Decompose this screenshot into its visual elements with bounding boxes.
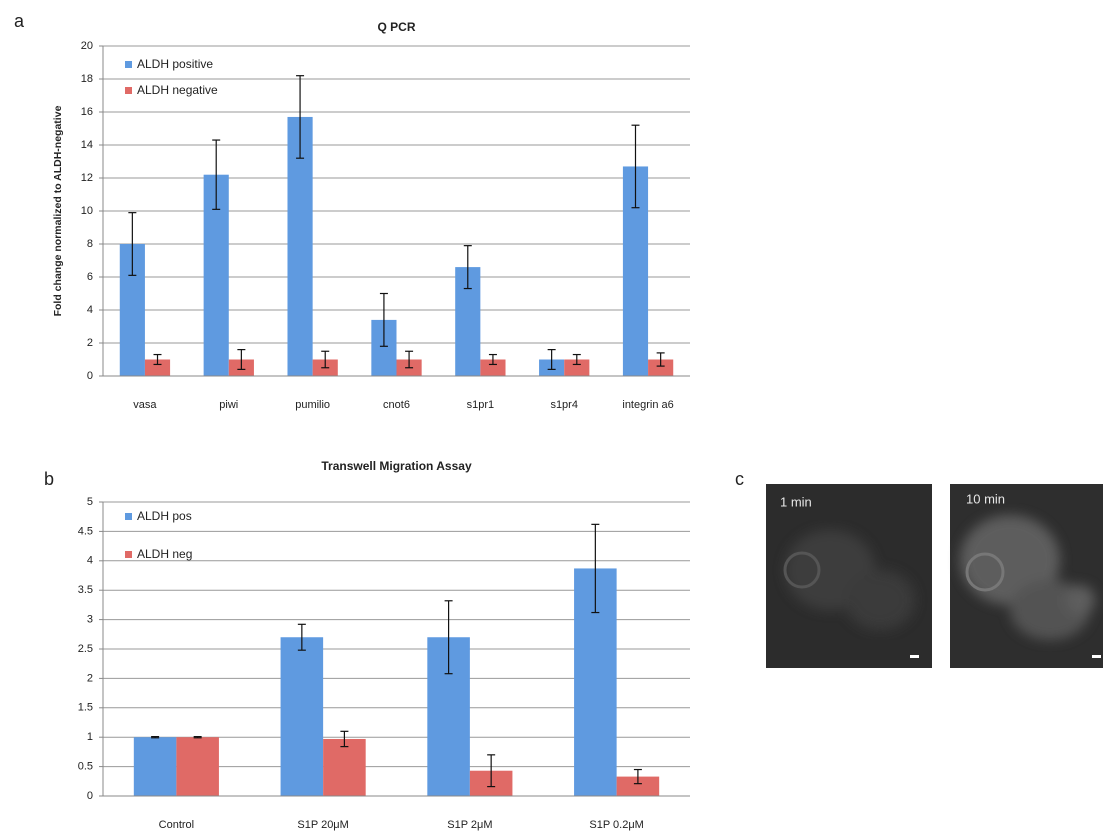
y-tick-label: 18 [81, 73, 93, 85]
y-tick-label: 2.5 [78, 643, 93, 655]
legend-label: ALDH positive [137, 57, 213, 71]
y-tick-label: 0 [87, 790, 93, 802]
x-tick-label: S1P 20μM [297, 819, 348, 831]
y-tick-label: 14 [81, 139, 93, 151]
y-tick-label: 4 [87, 555, 93, 567]
page: a b c 1 min 10 min Q PCR Fold change norm… [0, 0, 1103, 834]
y-axis-label: Fold change normalized to ALDH-negative [52, 105, 64, 316]
image-label: 10 min [966, 491, 1005, 506]
bar [281, 637, 324, 796]
y-tick-label: 5 [87, 496, 93, 508]
y-tick-label: 0.5 [78, 761, 93, 773]
panel-label: b [44, 469, 54, 489]
y-tick-label: 12 [81, 172, 93, 184]
y-tick-label: 4 [87, 304, 93, 316]
panel-label: a [14, 11, 25, 31]
legend-swatch [125, 513, 132, 520]
y-tick-label: 3.5 [78, 584, 93, 596]
bar [134, 737, 177, 796]
panel-label: c [735, 469, 744, 489]
y-tick-label: 10 [81, 205, 93, 217]
y-tick-label: 4.5 [78, 525, 93, 537]
x-tick-label: S1P 0.2μM [589, 819, 643, 831]
x-tick-label: piwi [219, 399, 238, 411]
x-tick-label: S1P 2μM [447, 819, 492, 831]
bar [176, 737, 219, 796]
legend-label: ALDH negative [137, 83, 218, 97]
legend-swatch [125, 87, 132, 94]
y-tick-label: 16 [81, 106, 93, 118]
y-tick-label: 1 [87, 731, 93, 743]
x-tick-label: vasa [133, 399, 157, 411]
x-tick-label: s1pr1 [467, 399, 495, 411]
y-tick-label: 6 [87, 271, 93, 283]
legend-swatch [125, 551, 132, 558]
y-tick-label: 1.5 [78, 702, 93, 714]
x-tick-label: pumilio [295, 399, 330, 411]
y-tick-label: 0 [87, 370, 93, 382]
x-tick-label: cnot6 [383, 399, 410, 411]
bar [323, 739, 366, 796]
micrograph: 10 min [950, 484, 1103, 668]
y-tick-label: 20 [81, 40, 93, 52]
micrograph: 1 min [766, 484, 932, 668]
y-tick-label: 3 [87, 614, 93, 626]
x-tick-label: integrin a6 [622, 399, 673, 411]
x-tick-label: Control [159, 819, 194, 831]
y-tick-label: 2 [87, 672, 93, 684]
chart-title: Q PCR [377, 20, 415, 34]
y-tick-label: 2 [87, 337, 93, 349]
legend-swatch [125, 61, 132, 68]
figure: a b c 1 min 10 min Q PCR Fold change norm… [0, 0, 1103, 834]
y-tick-label: 8 [87, 238, 93, 250]
legend-label: ALDH neg [137, 547, 192, 561]
image-label: 1 min [780, 494, 812, 509]
chart-title: Transwell Migration Assay [321, 459, 472, 473]
legend-label: ALDH pos [137, 509, 192, 523]
x-tick-label: s1pr4 [550, 399, 578, 411]
